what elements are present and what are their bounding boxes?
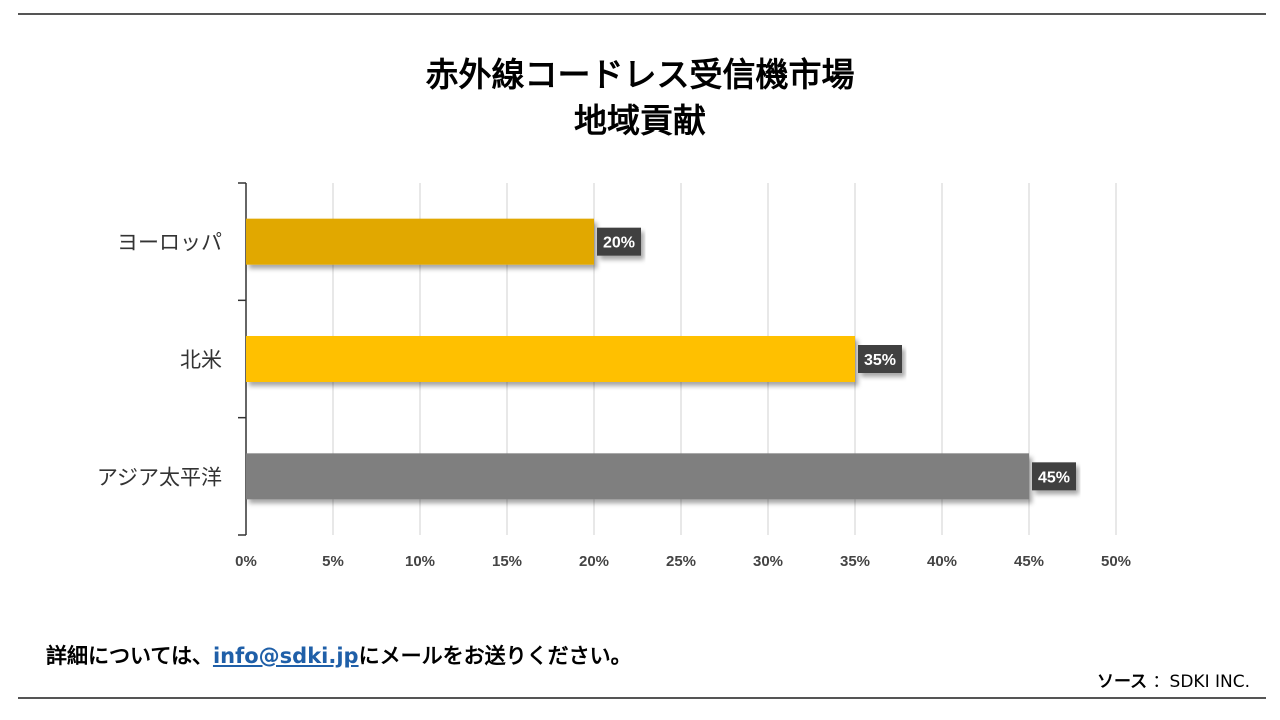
bar [246, 336, 855, 382]
x-tick-label: 45% [1014, 553, 1044, 570]
x-tick-label: 5% [322, 553, 344, 570]
source-value: ：SDKI INC. [1152, 672, 1250, 692]
chart-subtitle: 地域貢献 [574, 101, 706, 140]
contact-note: 詳細については、info@sdki.jpにメールをお送りください。 [46, 640, 632, 670]
data-label-box [597, 227, 641, 256]
data-label-box [1032, 462, 1076, 491]
category-label: アジア太平洋 [97, 465, 222, 489]
x-tick-label: 50% [1101, 553, 1131, 570]
data-label: 35% [864, 352, 896, 369]
category-label: 北米 [180, 348, 222, 372]
bar [246, 218, 594, 265]
x-tick-label: 15% [492, 553, 522, 570]
contact-note-prefix: 詳細については、 [46, 644, 213, 668]
source-label: ソース [1096, 672, 1148, 692]
x-tick-label: 40% [927, 553, 957, 570]
category-label: ヨーロッパ [117, 231, 222, 255]
bottom-divider [18, 697, 1266, 699]
email-link[interactable]: info@sdki.jp [212, 644, 359, 668]
data-label-box [858, 345, 902, 373]
x-tick-label: 20% [579, 553, 609, 570]
data-label: 45% [1038, 469, 1070, 486]
source-credit: ソース ：SDKI INC. [1097, 667, 1250, 692]
chart-title: 赤外線コードレス受信機市場 [425, 55, 855, 94]
x-tick-label: 35% [840, 553, 870, 570]
contact-note-suffix: にメールをお送りください。 [358, 644, 632, 668]
x-tick-label: 10% [405, 553, 435, 570]
bar [246, 453, 1029, 500]
x-tick-label: 0% [235, 553, 257, 570]
data-label: 20% [603, 235, 635, 252]
top-divider [18, 13, 1266, 15]
x-tick-label: 30% [753, 553, 783, 570]
x-tick-label: 25% [666, 553, 696, 570]
